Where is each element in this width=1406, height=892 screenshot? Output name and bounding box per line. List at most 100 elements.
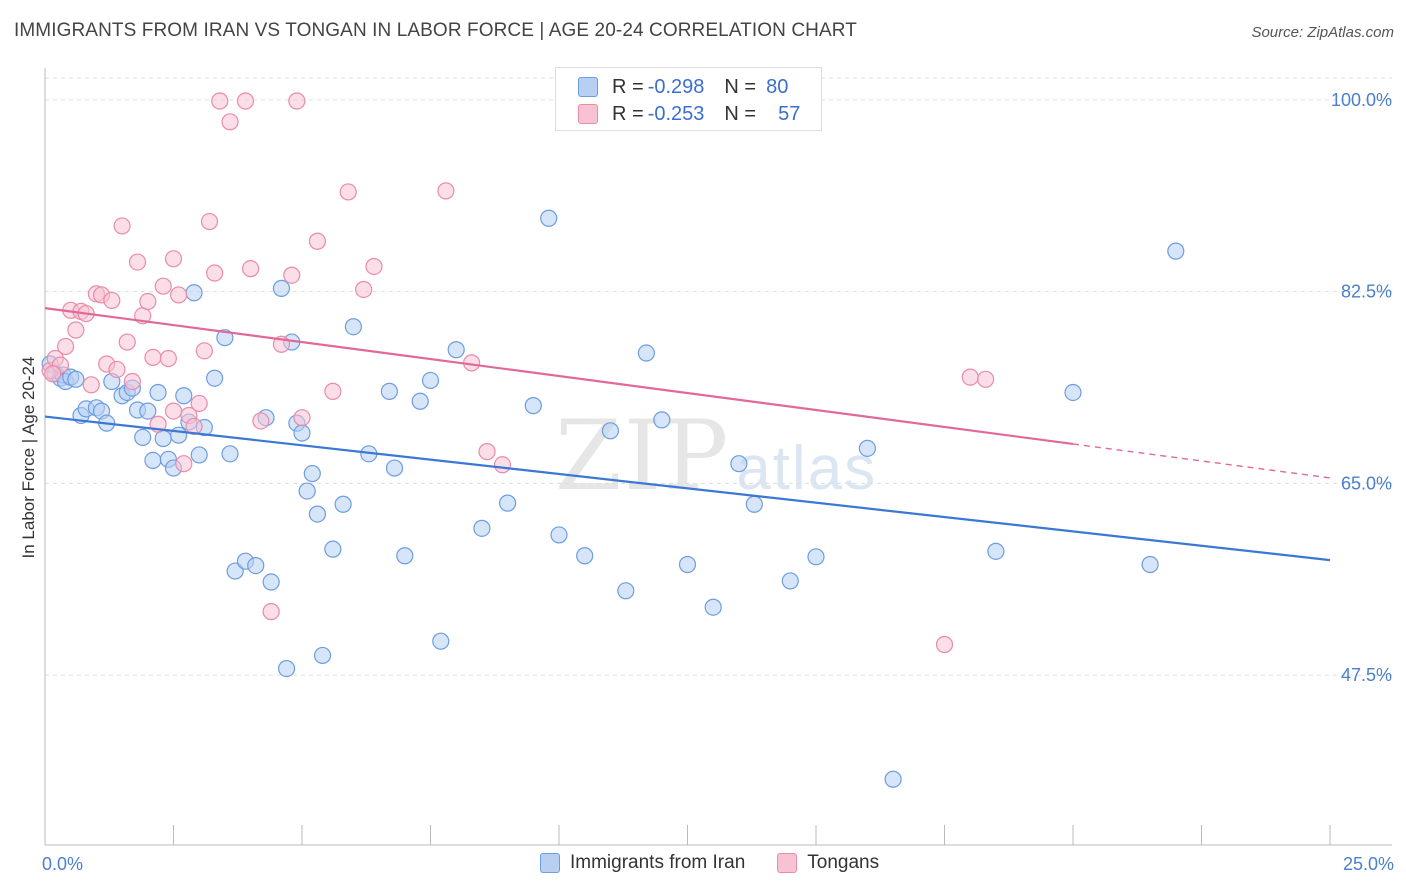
series-swatch-tongans (777, 853, 798, 873)
data-point-iran (313, 646, 332, 665)
legend-n-value: 80 (766, 75, 789, 98)
data-point-tongans (175, 455, 193, 473)
data-point-iran (175, 387, 193, 405)
y-tick-label: 47.5% (1341, 665, 1392, 685)
legend-row-iran: R = -0.298 N = 80 (578, 75, 788, 99)
data-point-iran (1064, 383, 1082, 402)
data-point-iran (421, 371, 440, 390)
data-point-tongans (236, 92, 255, 110)
x-tick-label: 0.0% (42, 854, 83, 874)
legend-n-label: N = (724, 75, 757, 98)
data-point-iran (139, 402, 157, 420)
trend-line-dashed-tongans (1072, 443, 1331, 479)
series-swatch-iran (540, 853, 560, 873)
data-point-iran (447, 341, 465, 359)
data-point-iran (134, 428, 152, 446)
watermark-zip: ZIP (555, 400, 731, 512)
data-point-iran (396, 547, 414, 565)
data-point-tongans (365, 257, 383, 276)
data-point-tongans (108, 360, 126, 379)
legend-r-label: R = (612, 75, 644, 98)
legend-n-value: 57 (778, 102, 801, 125)
legend-n-label: N = (724, 102, 757, 125)
y-tick-label: 65.0% (1341, 473, 1392, 493)
data-point-iran (185, 284, 203, 302)
y-tick-label: 100.0% (1331, 90, 1392, 110)
data-point-iran (293, 424, 311, 442)
data-point-tongans (164, 402, 183, 420)
data-point-iran (144, 451, 162, 470)
data-point-iran (344, 318, 362, 336)
zipatlas-watermark: ZIPatlas (555, 400, 877, 512)
data-point-tongans (123, 372, 141, 391)
series-legend-item-iran: Immigrants from Iran (540, 852, 745, 874)
data-point-tongans (478, 443, 496, 461)
data-point-tongans (211, 92, 229, 110)
data-point-iran (807, 548, 825, 566)
data-point-tongans (293, 409, 311, 427)
data-point-iran (745, 495, 763, 513)
legend-r-value: -0.298 (647, 75, 705, 98)
data-point-tongans (355, 280, 373, 299)
data-point-tongans (437, 182, 455, 200)
series-legend-item-tongans: Tongans (777, 852, 879, 874)
data-point-iran (334, 495, 352, 513)
data-point-iran (858, 439, 877, 457)
data-point-tongans (493, 456, 512, 474)
data-point-tongans (288, 92, 306, 110)
trend-line-tongans (44, 307, 1074, 446)
data-point-iran (473, 519, 491, 537)
data-point-tongans (339, 183, 357, 201)
data-point-iran (432, 632, 450, 650)
data-point-tongans (82, 376, 100, 394)
series-label-iran: Immigrants from Iran (570, 852, 746, 873)
data-point-tongans (144, 348, 162, 367)
data-point-iran (781, 572, 799, 590)
correlation-legend: R = -0.298 N = 80 R = -0.253 N = 57 (555, 67, 822, 131)
series-legend: Immigrants from Iran Tongans (540, 852, 911, 874)
data-point-iran (540, 209, 558, 227)
data-point-tongans (324, 382, 342, 400)
data-point-tongans (103, 291, 121, 310)
x-tick-label: 25.0% (1343, 854, 1394, 874)
data-point-iran (149, 383, 167, 402)
data-point-iran (277, 659, 296, 678)
data-point-iran (884, 770, 902, 788)
data-point-iran (385, 459, 404, 477)
data-point-iran (704, 598, 722, 616)
data-point-iran (67, 370, 85, 388)
data-point-tongans (977, 370, 995, 388)
data-point-iran (190, 446, 208, 464)
data-point-iran (247, 556, 265, 575)
data-point-iran (308, 505, 327, 523)
data-point-tongans (252, 412, 270, 430)
data-point-iran (221, 445, 239, 463)
data-point-iran (324, 540, 342, 558)
data-point-iran (272, 279, 291, 297)
watermark-atlas: atlas (736, 434, 878, 503)
legend-r-label: R = (612, 102, 644, 125)
data-point-iran (216, 329, 234, 347)
data-point-tongans (118, 333, 136, 351)
data-point-iran (987, 542, 1005, 560)
data-point-iran (411, 392, 429, 410)
data-point-iran (576, 547, 594, 565)
data-point-tongans (221, 113, 239, 131)
legend-r-value: -0.253 (647, 102, 705, 125)
data-point-tongans (242, 260, 260, 278)
data-point-iran (154, 429, 172, 448)
data-point-iran (524, 397, 542, 415)
data-point-iran (1141, 555, 1159, 574)
data-point-tongans (56, 337, 75, 356)
data-point-tongans (961, 368, 979, 386)
data-point-tongans (164, 250, 183, 268)
data-point-tongans (190, 394, 208, 413)
data-point-tongans (67, 321, 85, 339)
data-point-iran (550, 526, 568, 544)
data-point-iran (678, 555, 697, 574)
data-point-iran (206, 369, 224, 387)
data-point-iran (170, 426, 188, 444)
data-point-tongans (154, 277, 172, 295)
y-tick-label: 82.5% (1341, 282, 1392, 302)
data-point-tongans (159, 349, 177, 368)
